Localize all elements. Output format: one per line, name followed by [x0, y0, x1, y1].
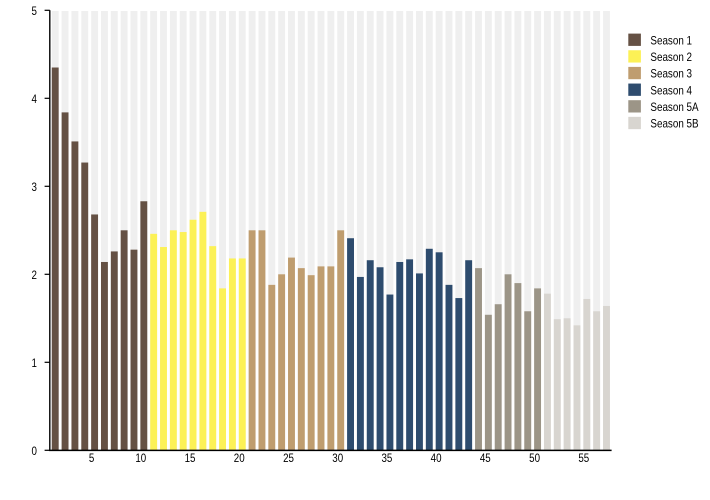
svg-text:40: 40 — [431, 452, 442, 465]
svg-text:45: 45 — [480, 452, 491, 465]
svg-text:Season 2: Season 2 — [650, 51, 692, 64]
svg-text:5: 5 — [31, 5, 36, 18]
svg-text:10: 10 — [135, 452, 146, 465]
svg-text:Season 5A: Season 5A — [650, 101, 699, 114]
svg-text:20: 20 — [234, 452, 245, 465]
svg-text:Season 1: Season 1 — [650, 35, 692, 48]
svg-text:1: 1 — [31, 357, 36, 370]
svg-text:3: 3 — [31, 181, 36, 194]
svg-text:30: 30 — [332, 452, 343, 465]
svg-text:Season 3: Season 3 — [650, 68, 692, 81]
svg-text:35: 35 — [381, 452, 392, 465]
svg-text:Season 4: Season 4 — [650, 85, 692, 98]
svg-text:4: 4 — [31, 93, 36, 106]
svg-text:25: 25 — [283, 452, 294, 465]
svg-text:15: 15 — [185, 452, 196, 465]
svg-text:50: 50 — [529, 452, 540, 465]
svg-text:0: 0 — [31, 445, 36, 458]
svg-text:2: 2 — [31, 269, 36, 282]
svg-text:5: 5 — [89, 452, 94, 465]
svg-text:Season 5B: Season 5B — [650, 118, 698, 131]
svg-text:55: 55 — [578, 452, 589, 465]
